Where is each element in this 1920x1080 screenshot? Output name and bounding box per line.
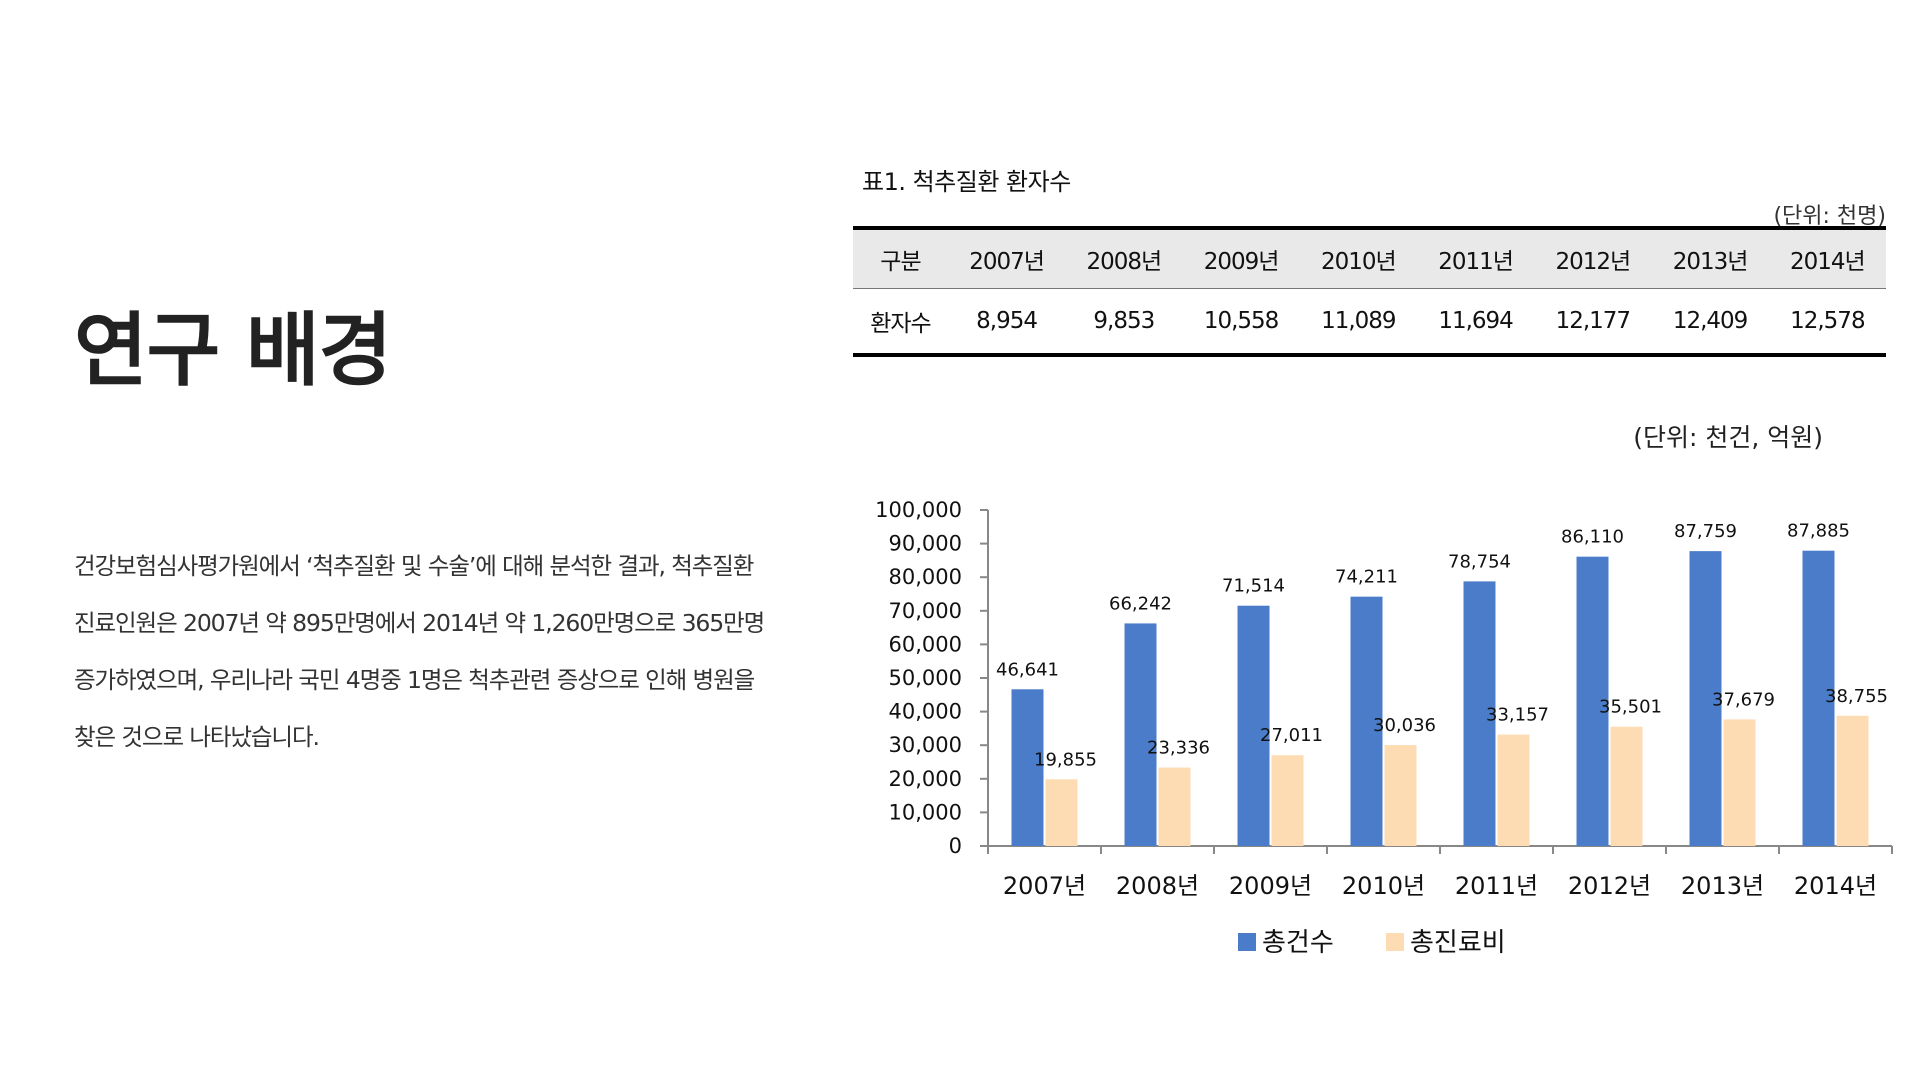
bar-total-count bbox=[1350, 596, 1383, 846]
y-tick-label: 20,000 bbox=[889, 767, 962, 791]
data-label-total-cost: 27,011 bbox=[1260, 725, 1323, 746]
x-tick-label: 2007년 bbox=[1003, 872, 1086, 900]
bar-total-cost bbox=[1045, 779, 1078, 846]
legend-swatch bbox=[1238, 933, 1256, 951]
bar-total-count bbox=[1463, 581, 1496, 846]
table-header-cell: 2010년 bbox=[1299, 228, 1417, 289]
table-cell: 환자수 bbox=[870, 310, 931, 337]
data-label-total-cost: 37,679 bbox=[1712, 689, 1775, 710]
x-tick-label: 2013년 bbox=[1681, 872, 1764, 900]
x-tick-label: 2012년 bbox=[1568, 872, 1651, 900]
x-tick-label: 2011년 bbox=[1455, 872, 1538, 900]
data-label-total-cost: 23,336 bbox=[1147, 738, 1210, 759]
bar-total-cost bbox=[1384, 745, 1417, 846]
table-header-row: 구분 2007년 2008년 2009년 2010년 2011년 2012년 2… bbox=[853, 228, 1886, 289]
data-label-total-count: 46,641 bbox=[996, 659, 1059, 680]
table-cell: 8,954 bbox=[976, 307, 1038, 334]
table-header-cell: 2007년 bbox=[947, 228, 1066, 289]
table-cell: 11,089 bbox=[1321, 307, 1396, 334]
table-cell: 11,694 bbox=[1438, 307, 1513, 334]
y-tick-label: 70,000 bbox=[889, 599, 962, 623]
table-header-cell: 구분 bbox=[853, 228, 948, 289]
page-heading: 연구 배경 bbox=[74, 304, 392, 397]
bar-total-count bbox=[1237, 605, 1270, 846]
y-tick-label: 60,000 bbox=[889, 632, 962, 656]
table-cell: 12,409 bbox=[1672, 307, 1748, 334]
data-label-total-count: 87,885 bbox=[1787, 521, 1850, 542]
table-cell: 12,177 bbox=[1555, 307, 1631, 334]
table-row: 환자수 8,954 9,853 10,558 11,089 11,694 12,… bbox=[853, 288, 1886, 355]
data-label-total-cost: 35,501 bbox=[1599, 697, 1662, 718]
table-header-cell: 2012년 bbox=[1534, 228, 1652, 289]
data-label-total-cost: 30,036 bbox=[1373, 715, 1436, 736]
patient-count-table: 구분 2007년 2008년 2009년 2010년 2011년 2012년 2… bbox=[853, 226, 1886, 357]
y-tick-label: 0 bbox=[949, 834, 962, 858]
y-tick-label: 50,000 bbox=[889, 666, 962, 690]
table-header-cell: 2011년 bbox=[1416, 228, 1535, 289]
body-line-1: 건강보험심사평가원에서 ‘척추질환 및 수술’에 대해 분석한 결과, 척추질환 bbox=[74, 552, 754, 580]
bar-total-count bbox=[1689, 551, 1722, 846]
y-tick-label: 30,000 bbox=[889, 733, 962, 757]
bar-total-count bbox=[1011, 689, 1044, 846]
table-cell: 10,558 bbox=[1203, 307, 1279, 334]
y-tick-label: 10,000 bbox=[889, 800, 962, 824]
bar-total-count bbox=[1124, 623, 1157, 846]
table-header-cell: 2013년 bbox=[1651, 228, 1769, 289]
bar-total-cost bbox=[1497, 734, 1530, 846]
bar-total-cost bbox=[1271, 755, 1304, 846]
table-cell: 9,853 bbox=[1093, 307, 1155, 334]
data-label-total-cost: 33,157 bbox=[1486, 705, 1549, 726]
table-header-cell: 2014년 bbox=[1768, 228, 1886, 289]
bar-total-count bbox=[1576, 556, 1609, 846]
table-cell: 12,578 bbox=[1790, 307, 1865, 334]
data-label-total-count: 78,754 bbox=[1448, 551, 1511, 572]
body-line-2: 진료인원은 2007년 약 895만명에서 2014년 약 1,260만명으로 … bbox=[74, 609, 765, 637]
y-tick-label: 100,000 bbox=[875, 498, 962, 522]
y-tick-label: 90,000 bbox=[889, 532, 962, 556]
x-tick-label: 2009년 bbox=[1229, 872, 1312, 900]
bar-chart: 0 10,000 20,000 30,000 40,000 50,000 60,000 70,… bbox=[875, 498, 1893, 958]
bar-total-cost bbox=[1158, 767, 1191, 846]
data-label-total-count: 66,242 bbox=[1109, 593, 1172, 614]
y-tick-label: 80,000 bbox=[889, 565, 962, 589]
bar-total-count bbox=[1802, 550, 1835, 846]
legend-swatch bbox=[1386, 933, 1404, 951]
data-label-total-count: 86,110 bbox=[1561, 527, 1624, 548]
bar-total-cost bbox=[1610, 726, 1643, 846]
chart-unit: (단위: 천건, 억원) bbox=[1633, 423, 1823, 452]
data-label-total-cost: 19,855 bbox=[1034, 749, 1097, 770]
body-paragraph: 건강보험심사평가원에서 ‘척추질환 및 수술’에 대해 분석한 결과, 척추질환… bbox=[74, 538, 814, 766]
table-header-cell: 2009년 bbox=[1182, 228, 1300, 289]
data-label-total-count: 74,211 bbox=[1335, 567, 1398, 588]
table-unit: (단위: 천명) bbox=[1773, 204, 1886, 229]
data-label-total-cost: 38,755 bbox=[1825, 686, 1888, 707]
bar-total-cost bbox=[1723, 719, 1756, 846]
x-tick-label: 2014년 bbox=[1794, 872, 1877, 900]
x-tick-label: 2008년 bbox=[1116, 872, 1199, 900]
legend-label: 총건수 bbox=[1262, 928, 1334, 958]
x-tick-label: 2010년 bbox=[1342, 872, 1425, 900]
body-line-4: 찾은 것으로 나타났습니다. bbox=[74, 723, 320, 751]
y-tick-label: 40,000 bbox=[889, 700, 962, 724]
data-label-total-count: 71,514 bbox=[1222, 576, 1285, 597]
table-header-cell: 2008년 bbox=[1065, 228, 1183, 289]
legend-label: 총진료비 bbox=[1410, 928, 1506, 958]
bar-total-cost bbox=[1836, 715, 1869, 846]
table-caption: 표1. 척추질환 환자수 bbox=[862, 168, 1071, 196]
data-label-total-count: 87,759 bbox=[1674, 521, 1737, 542]
body-line-3: 증가하였으며, 우리나라 국민 4명중 1명은 척추관련 증상으로 인해 병원을 bbox=[74, 666, 755, 694]
